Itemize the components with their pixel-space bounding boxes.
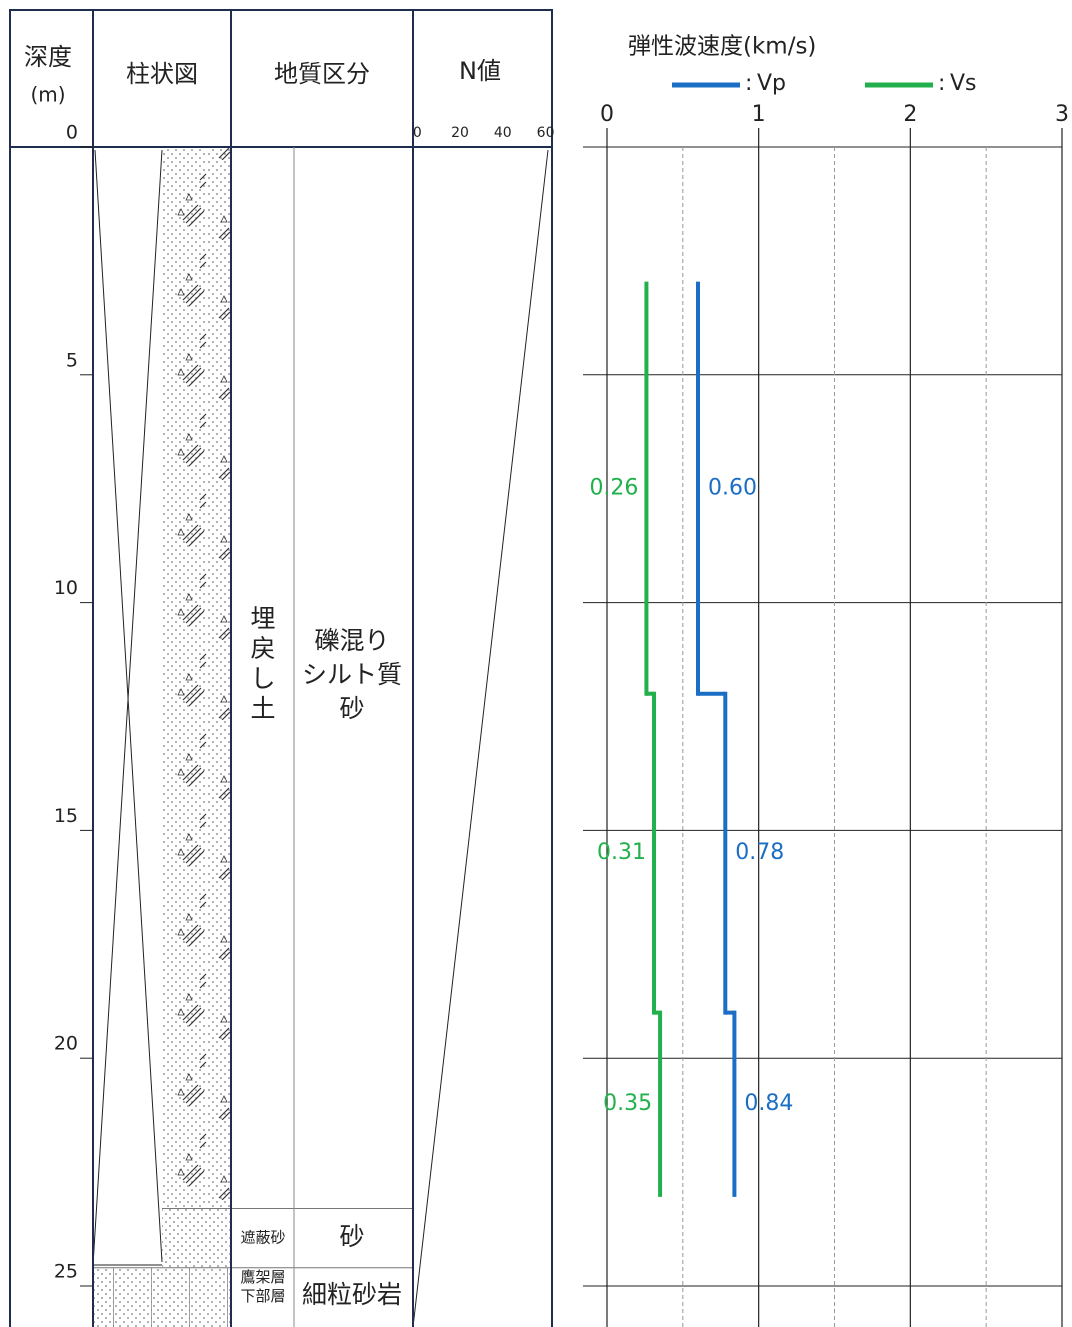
layer-name: 埋 bbox=[250, 604, 275, 633]
layer-name: 戻 bbox=[250, 634, 275, 663]
layer-name: 遮蔽砂 bbox=[240, 1229, 285, 1247]
n-tick-label: 20 bbox=[451, 125, 469, 141]
depth-label: 25 bbox=[54, 1260, 78, 1282]
legend-separator: : bbox=[938, 71, 945, 96]
value-label: 0.35 bbox=[603, 1091, 652, 1116]
column-header: 柱状図 bbox=[126, 60, 198, 88]
geology-header: 地質区分 bbox=[274, 60, 370, 88]
value-label: 0.78 bbox=[735, 840, 784, 865]
column-pattern bbox=[93, 1267, 231, 1327]
depth-unit: (m) bbox=[30, 83, 65, 107]
column-pattern bbox=[162, 1208, 231, 1268]
x-tick-label: 3 bbox=[1055, 102, 1069, 127]
chart-title: 弾性波速度(km/s) bbox=[628, 34, 816, 60]
value-label: 0.60 bbox=[708, 476, 757, 501]
velocity-chart: 弾性波速度(km/s) 0 1 2 3: Vp0.600.780.84: Vs0.260.… bbox=[583, 34, 1069, 1327]
connector-line bbox=[412, 149, 549, 1327]
depth-label: 0 bbox=[66, 122, 78, 144]
n-tick-label: 40 bbox=[494, 125, 512, 141]
n-header: N値 bbox=[459, 57, 501, 85]
legend-separator: : bbox=[745, 71, 752, 96]
x-tick-label: 0 bbox=[600, 102, 614, 127]
x-tick-label: 2 bbox=[903, 102, 917, 127]
soil-name: 細粒砂岩 bbox=[302, 1280, 402, 1309]
depth-label: 10 bbox=[54, 577, 78, 599]
layer-name: し bbox=[250, 664, 275, 693]
value-label: 0.26 bbox=[589, 476, 638, 501]
n-tick-label: 0 bbox=[413, 125, 422, 141]
legend-label: Vs bbox=[950, 71, 977, 96]
soil-name: 砂 bbox=[339, 1222, 364, 1251]
connector-line bbox=[94, 149, 163, 1263]
depth-label: 20 bbox=[54, 1033, 78, 1055]
log-frame bbox=[9, 9, 553, 1327]
soil-name: 礫混り bbox=[314, 626, 389, 655]
layer-name: 鷹架層 bbox=[240, 1268, 285, 1286]
depth-label: 5 bbox=[66, 349, 78, 371]
column-pattern bbox=[162, 147, 231, 1209]
value-label: 0.31 bbox=[597, 840, 646, 865]
legend-label: Vp bbox=[757, 71, 786, 96]
layer-name: 土 bbox=[250, 694, 275, 723]
x-tick-label: 1 bbox=[752, 102, 766, 127]
n-tick-label: 60 bbox=[537, 125, 555, 141]
soil-name: シルト質 bbox=[302, 660, 402, 689]
value-label: 0.84 bbox=[744, 1091, 793, 1116]
depth-header: 深度 bbox=[24, 43, 72, 71]
layer-name: 下部層 bbox=[240, 1287, 285, 1305]
connector-line bbox=[92, 149, 163, 1266]
depth-label: 15 bbox=[54, 805, 78, 827]
soil-name: 砂 bbox=[339, 694, 364, 723]
